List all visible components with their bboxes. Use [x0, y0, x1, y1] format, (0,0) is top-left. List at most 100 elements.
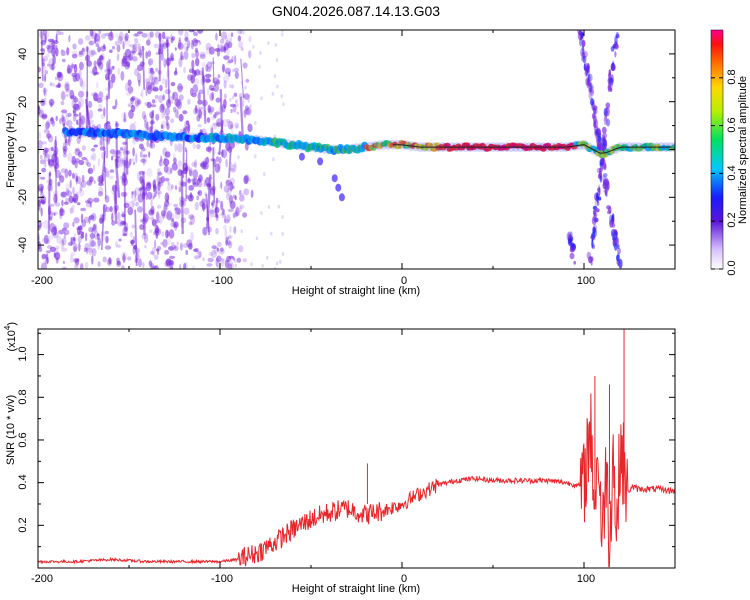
speckle-dot [197, 99, 203, 105]
speckle-dot [147, 58, 154, 66]
speckle-dot [148, 210, 155, 216]
speckle-dot [71, 53, 78, 59]
spectrogram-ridge [61, 127, 675, 202]
speckle-dot [50, 184, 53, 192]
speckle-dot [136, 41, 139, 46]
burst-dot [596, 127, 601, 134]
speckle-dot [128, 109, 134, 120]
speckle-dot [208, 108, 213, 115]
speckle-dot [223, 74, 230, 84]
spectrogram-y-tick-label: 40 [17, 48, 29, 60]
speckle-dot [73, 97, 79, 103]
speckle-dot [171, 162, 178, 171]
speckle-dot [214, 80, 217, 87]
speckle-dot [237, 155, 240, 160]
speckle-dot [202, 62, 206, 68]
speckle-dot [46, 133, 52, 139]
speckle-dot [90, 147, 96, 152]
speckle-dot [103, 107, 106, 117]
speckle-dot [80, 207, 86, 212]
speckle-dot [244, 85, 247, 90]
ridge-halo [84, 127, 92, 138]
speckle-dot [84, 216, 90, 223]
ridge-halo [184, 132, 193, 143]
speckle-dot [138, 143, 144, 150]
speckle-dot [89, 238, 95, 248]
speckle-streak [134, 209, 138, 266]
ridge-halo [120, 128, 129, 139]
speckle-dot [72, 242, 78, 252]
speckle-dot [183, 207, 190, 215]
ridge-halo [334, 144, 343, 155]
speckle-dot [61, 247, 68, 252]
speckle-dot [216, 78, 221, 86]
speckle-dot [109, 169, 115, 173]
burst-dot [610, 64, 616, 71]
speckle-dot [79, 224, 83, 233]
speckle-dot [160, 46, 164, 55]
speckle-dot [89, 214, 95, 220]
speckle-dot [59, 213, 62, 220]
speckle-dot [69, 207, 74, 214]
speckle-dot [64, 83, 70, 91]
speckle-dot [281, 32, 284, 37]
speckle-dot [200, 160, 207, 170]
speckle-dot [174, 143, 178, 152]
speckle-dot [45, 121, 50, 130]
ridge-halo [361, 142, 370, 153]
speckle-dot [194, 78, 200, 86]
burst-dot [600, 165, 604, 171]
spectrogram-x-tick-label: 100 [577, 275, 595, 287]
speckle-dot [63, 222, 70, 229]
speckle-dot [79, 263, 84, 269]
speckle-dot [188, 242, 193, 250]
speckle-dot [68, 195, 74, 204]
speckle-dot [198, 177, 201, 182]
burst-dot [597, 130, 602, 137]
snr-y-tick-label: 0.4 [17, 474, 29, 489]
colorbar-tick-label: 0.6 [726, 117, 738, 132]
speckle-dot [260, 96, 263, 101]
speckle-dot [75, 191, 79, 200]
speckle-dot [151, 246, 156, 257]
speckle-dot [230, 164, 237, 173]
speckle-dot [98, 30, 102, 35]
speckle-dot [261, 263, 264, 268]
speckle-dot [60, 100, 65, 106]
speckle-dot [129, 231, 133, 238]
speckle-dot [78, 90, 85, 98]
speckle-dot [38, 149, 41, 154]
speckle-dot [134, 100, 139, 110]
speckle-dot [153, 178, 157, 184]
speckle-dot [227, 235, 230, 240]
speckle-dot [228, 181, 234, 191]
speckle-dot [108, 175, 115, 180]
speckle-dot [97, 108, 103, 112]
speckle-dot [148, 151, 151, 158]
speckle-dot [209, 126, 213, 135]
speckle-dot [131, 192, 134, 199]
speckle-dot [124, 39, 131, 46]
speckle-dot [137, 258, 143, 268]
speckle-dot [246, 174, 249, 179]
speckle-dot [198, 109, 202, 119]
speckle-dot [194, 159, 198, 169]
speckle-dot [197, 189, 202, 197]
speckle-dot [218, 156, 222, 164]
burst-dot [587, 74, 591, 83]
burst-dot [597, 196, 602, 201]
speckle-dot [196, 195, 200, 201]
speckle-dot [163, 158, 170, 167]
speckle-dot [232, 185, 235, 190]
speckle-dot [281, 30, 284, 33]
burst-dot [595, 208, 600, 213]
ridge-trace [392, 144, 672, 154]
speckle-dot [122, 145, 126, 155]
speckle-dot [115, 241, 118, 248]
speckle-dot [158, 159, 162, 167]
speckle-dot [144, 233, 149, 244]
burst-dot [582, 55, 587, 64]
ridge-halo [193, 132, 202, 143]
speckle-dot [136, 99, 142, 105]
speckle-dot [107, 35, 114, 42]
